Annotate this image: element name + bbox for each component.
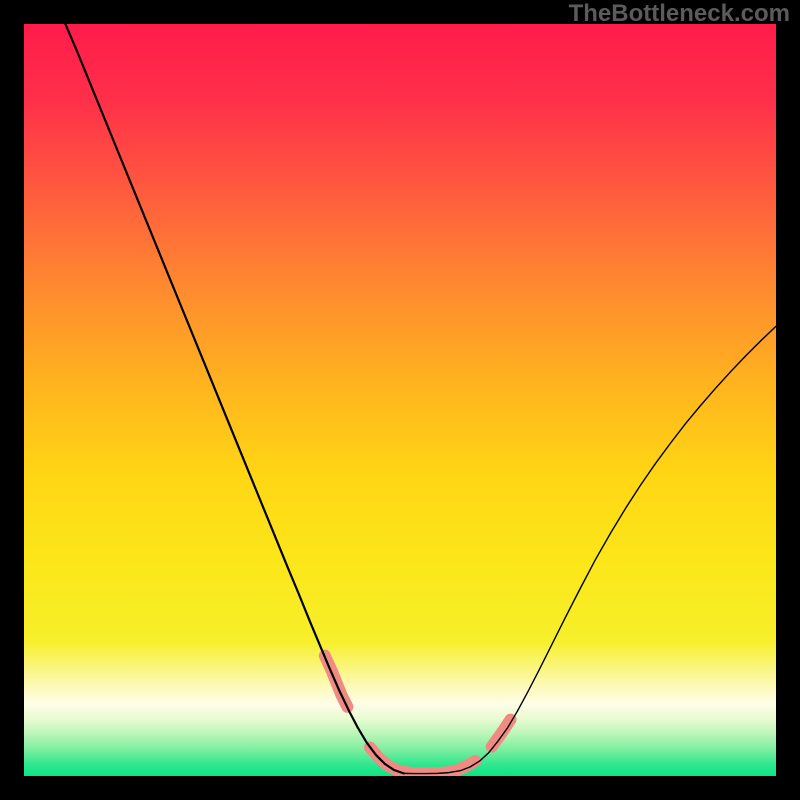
plot-area: [24, 24, 776, 776]
highlight-segment: [492, 720, 511, 747]
watermark-text: TheBottleneck.com: [569, 0, 790, 28]
curve-right: [404, 326, 776, 773]
bottleneck-curve: [65, 24, 776, 774]
chart-overlay-svg: [24, 24, 776, 776]
highlight-band: [325, 656, 511, 774]
chart-frame: TheBottleneck.com: [0, 0, 800, 800]
curve-left: [65, 24, 403, 773]
highlight-segment: [370, 747, 475, 773]
